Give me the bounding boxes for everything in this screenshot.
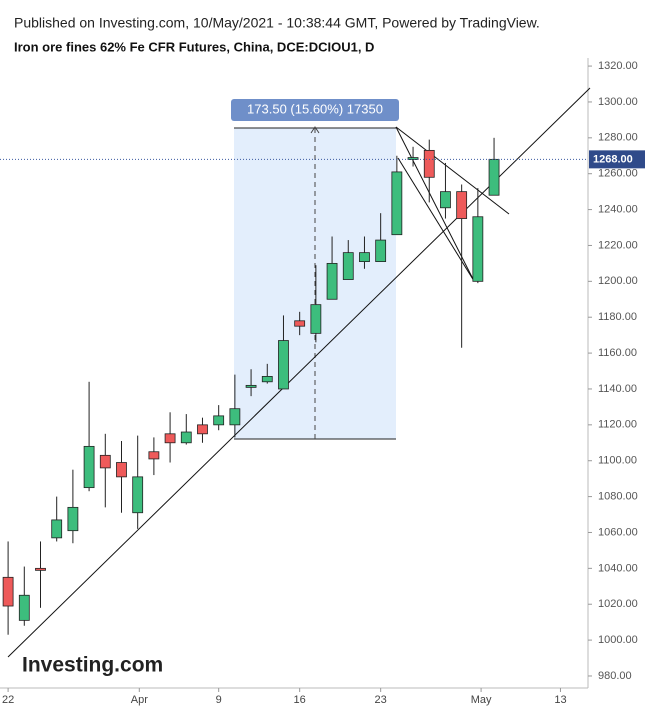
x-tick-label: 13 [554,694,566,706]
y-tick-label: 1160.00 [598,347,637,359]
y-tick-label: 1280.00 [598,132,638,144]
plot-area: 173.50 (15.60%) 17350 [231,99,399,440]
x-tick-label: 22 [2,694,14,706]
last-price-label: 1268.00 [593,153,633,165]
y-tick-label: 1100.00 [598,455,637,467]
candle-body [261,376,273,383]
y-tick-label: 1240.00 [598,203,638,215]
x-tick-label: Apr [131,694,148,706]
y-tick-label: 1080.00 [598,491,638,503]
x-tick-label: May [471,694,492,706]
measure-label: 173.50 (15.60%) 17350 [247,101,383,116]
candle-body [51,519,63,539]
header: Published on Investing.com, 10/May/2021 … [14,15,540,31]
candle-body [116,462,127,478]
candle-body [2,576,14,607]
candle-body [35,567,46,571]
candle-body [278,340,289,390]
y-tick-label: 980.00 [598,670,632,682]
candle-body [18,594,30,621]
y-tick-label: 1020.00 [598,598,638,610]
y-tick-label: 1300.00 [598,96,638,108]
candle-body [294,320,306,327]
candle-body [488,158,500,196]
candle-body [213,415,225,426]
y-tick-label: 1120.00 [598,419,637,431]
candle-body [326,262,338,300]
candle-body [342,252,354,280]
logo: Investing.com [22,654,163,677]
candle-body [440,191,451,209]
measure-arrow-head [310,126,320,134]
candle-body [423,149,435,178]
y-tick-label: 1220.00 [598,239,638,251]
trend-line [397,157,475,282]
candle-body [472,216,484,282]
candle-body [229,408,241,426]
y-tick-label: 1000.00 [598,634,638,646]
y-tick-label: 1200.00 [598,275,638,287]
candle-body [375,239,387,263]
y-tick-label: 1260.00 [598,168,638,180]
measure-label-box [231,99,399,121]
y-tick-label: 1320.00 [598,60,638,72]
candle-body [359,252,370,263]
candle-body [310,304,322,334]
y-tick-label: 1040.00 [598,562,638,574]
y-tick-label: 1180.00 [598,311,637,323]
candle-body [67,506,79,532]
x-tick-label: 9 [216,694,222,706]
chart-title: Iron ore fines 62% Fe CFR Futures, China… [14,39,374,54]
candle-body [180,431,192,444]
candle-body [391,171,403,236]
trend-line [395,126,475,282]
trend-line [395,126,510,215]
y-tick-label: 1140.00 [598,383,637,395]
candle-body [164,433,176,444]
last-price-box [589,150,645,169]
candle-body [456,191,468,219]
candle-body [83,445,95,489]
candle-body [99,454,111,469]
candle-body [407,157,419,160]
candle-body [245,384,257,388]
x-tick-label: 16 [294,694,306,706]
candle-body [197,424,208,435]
y-tick-label: 1060.00 [598,526,638,538]
x-tick-label: 23 [375,694,387,706]
candle-body [148,451,160,460]
candle-body [132,476,144,514]
